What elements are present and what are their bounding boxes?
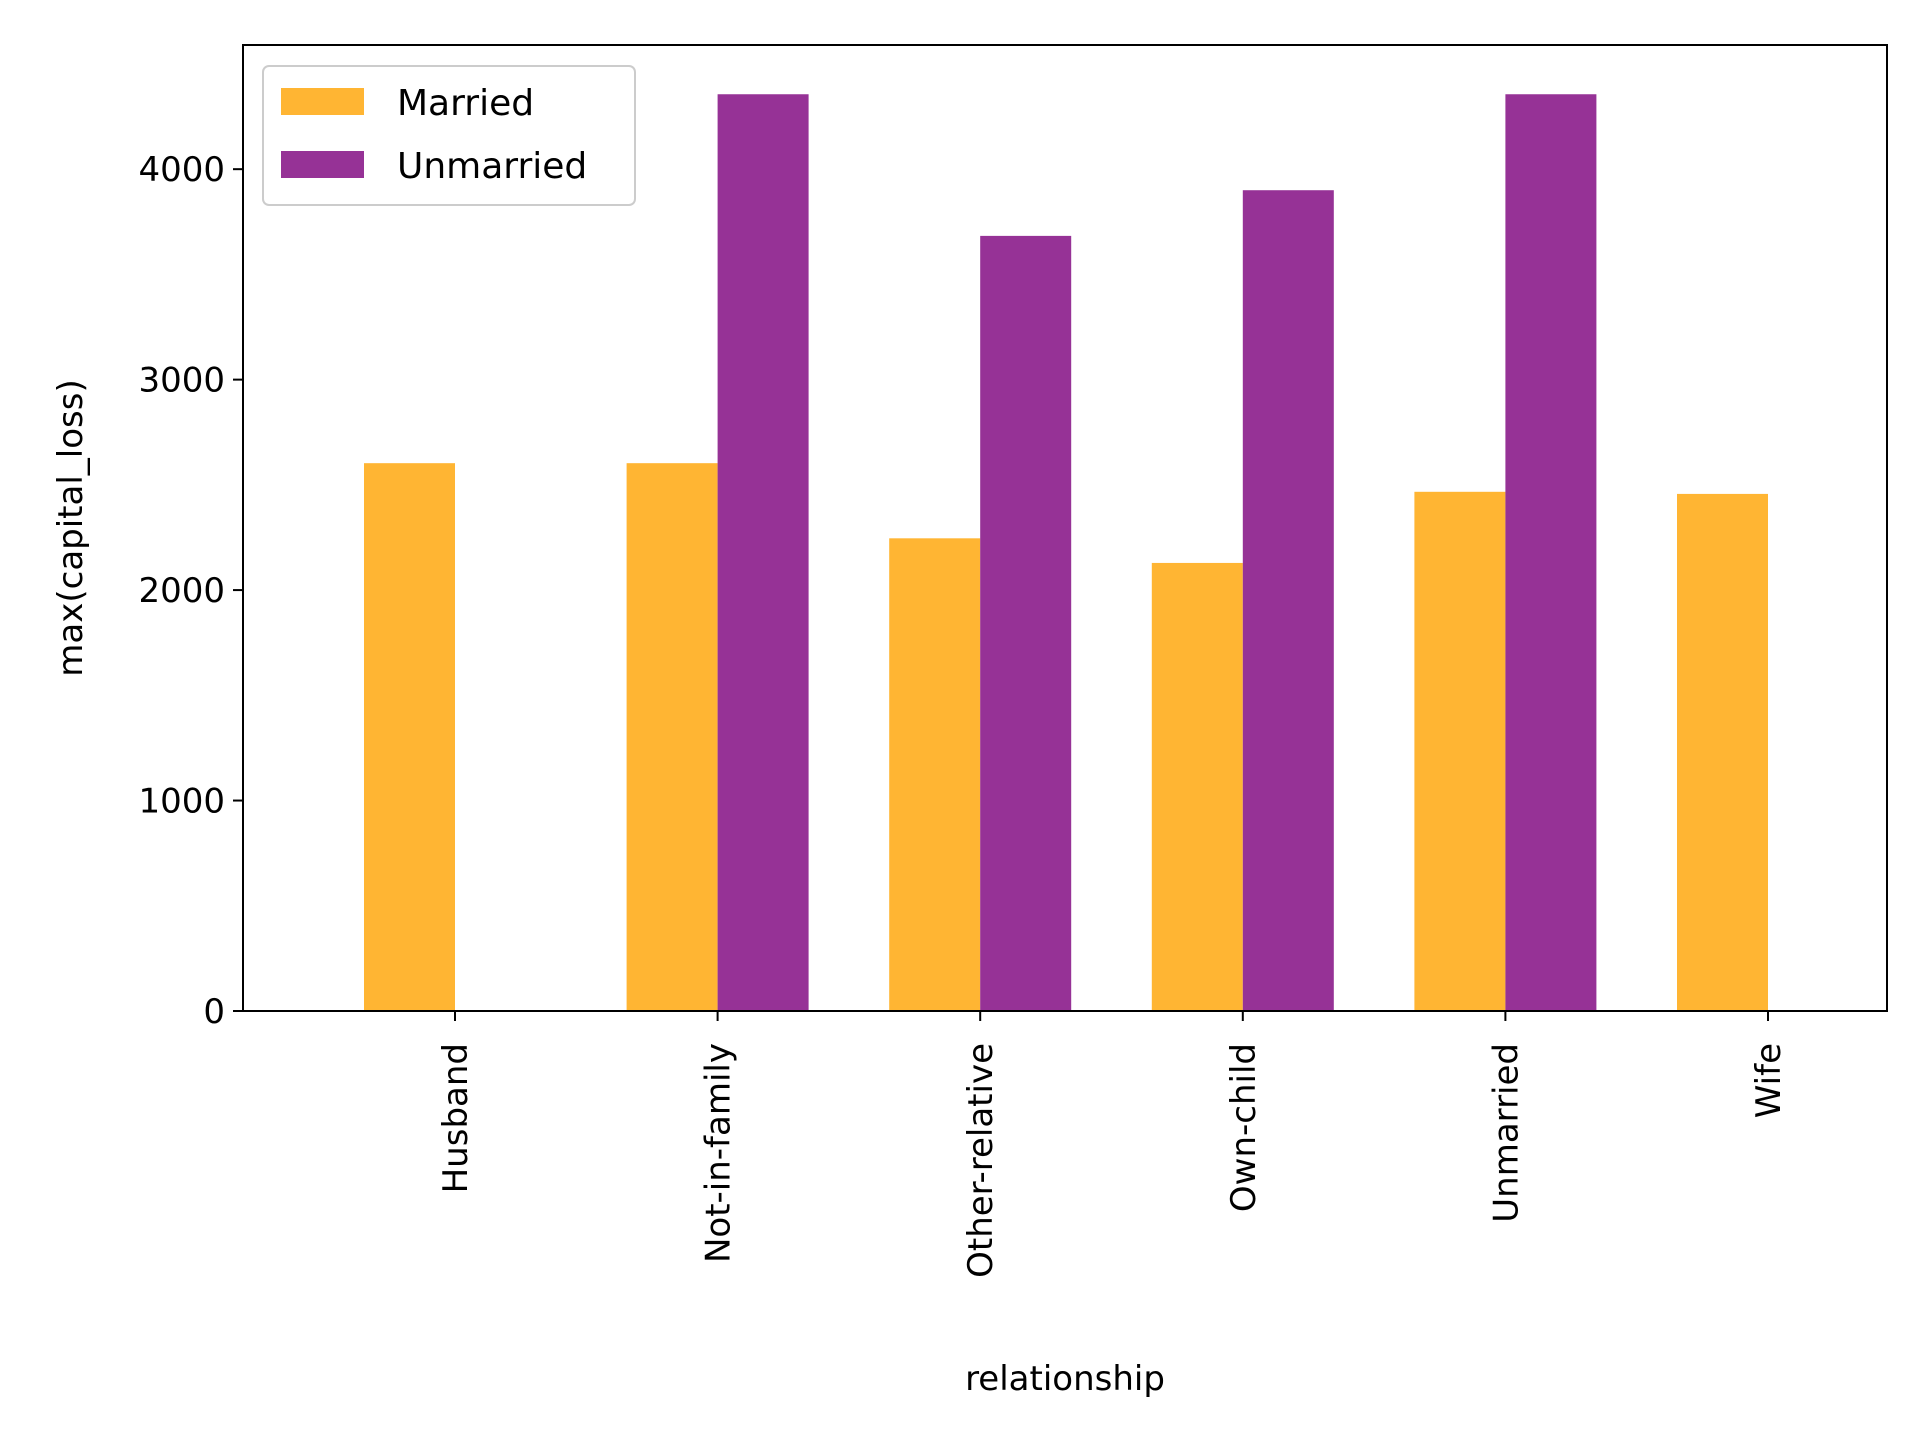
y-tick-label: 4000 [138, 150, 225, 190]
bar-married-wife [1677, 493, 1768, 1011]
y-tick-label: 2000 [138, 571, 225, 611]
y-tick-label: 3000 [138, 361, 225, 401]
x-axis: Husband Not-in-family Other-relative Own-ch… [436, 1011, 1789, 1278]
bar-married-unmarried [1414, 491, 1506, 1012]
legend-label-unmarried: Unmarried [397, 146, 587, 187]
plot-frame [242, 44, 1888, 1012]
x-tick-label-unmarried: Unmarried [1486, 1043, 1526, 1223]
x-tick-label-wife: Wife [1749, 1043, 1789, 1118]
y-tick-label: 0 [203, 992, 225, 1032]
legend-swatch-unmarried [281, 151, 364, 178]
x-tick-label-other-relative: Other-relative [961, 1043, 1001, 1278]
bar-unmarried-unmarried [1505, 94, 1597, 1011]
bar-married-own-child [1151, 562, 1243, 1011]
bar-unmarried-own-child [1242, 190, 1334, 1011]
y-tick-label: 1000 [138, 782, 225, 822]
x-tick-label-not-in-family: Not-in-family [699, 1043, 739, 1263]
bars-layer [364, 94, 1768, 1012]
legend-label-married: Married [397, 83, 534, 124]
bar-married-husband [364, 463, 455, 1011]
legend-swatch-married [281, 88, 364, 115]
y-axis-label: max(capital_loss) [51, 379, 91, 676]
bar-unmarried-other-relative [980, 235, 1072, 1012]
bar-married-other-relative [889, 538, 981, 1011]
bar-married-not-in-family [626, 463, 718, 1011]
x-tick-label-own-child: Own-child [1224, 1043, 1264, 1212]
y-axis: 0 1000 2000 3000 4000 [138, 150, 243, 1032]
x-axis-label: relationship [965, 1359, 1165, 1399]
legend: Married Unmarried [262, 65, 636, 206]
bar-unmarried-not-in-family [717, 94, 809, 1011]
x-tick-label-husband: Husband [436, 1043, 476, 1193]
